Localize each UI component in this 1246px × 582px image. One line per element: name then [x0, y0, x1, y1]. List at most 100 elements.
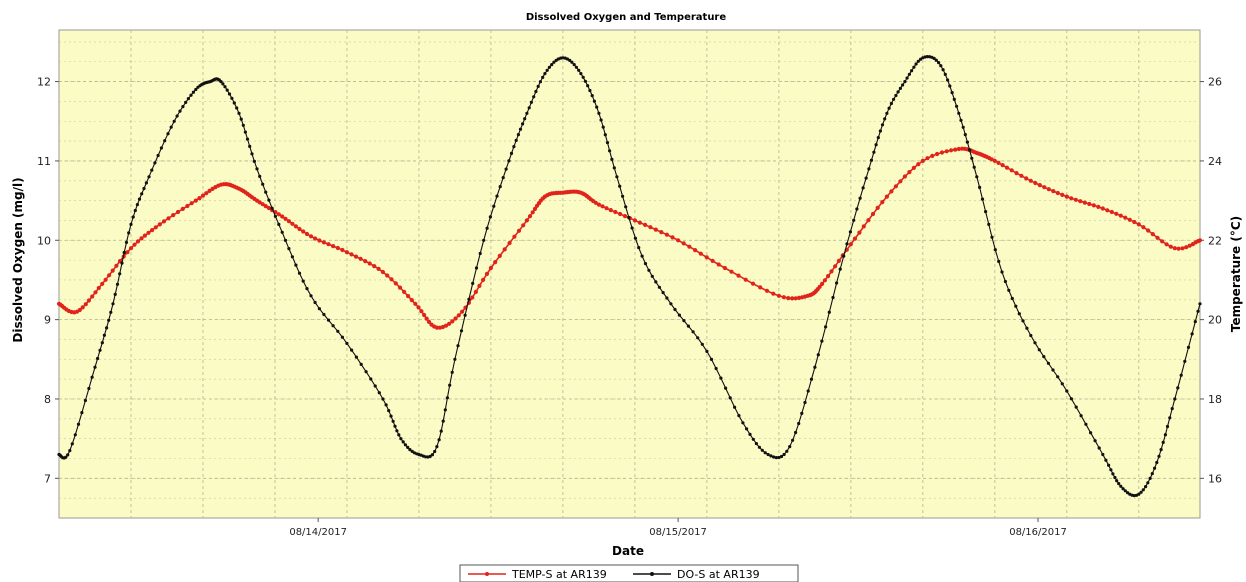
do-point	[516, 133, 521, 137]
temp-point	[443, 323, 449, 328]
temp-point	[1046, 187, 1051, 192]
temp-point	[283, 216, 288, 221]
do-point	[719, 376, 723, 380]
do-point	[301, 279, 305, 283]
do-point	[590, 94, 594, 98]
do-point	[615, 175, 619, 179]
do-point	[700, 342, 704, 346]
do-point	[1179, 373, 1183, 377]
temp-point	[1136, 222, 1141, 227]
do-point	[1007, 288, 1011, 292]
do-point	[122, 250, 126, 255]
do-point	[345, 341, 349, 345]
do-point	[1003, 279, 1008, 284]
do-point	[186, 97, 190, 101]
do-point	[294, 263, 298, 267]
do-point	[809, 377, 814, 381]
temp-point	[114, 263, 119, 268]
temp-point	[304, 231, 310, 237]
do-point	[630, 226, 634, 230]
temp-point	[1118, 213, 1123, 218]
do-point	[737, 414, 741, 418]
temp-point	[898, 179, 903, 184]
do-point	[1123, 489, 1127, 493]
temp-point	[426, 319, 432, 324]
do-point	[618, 184, 622, 188]
temp-point	[1146, 228, 1151, 233]
do-point	[955, 104, 959, 108]
do-point	[70, 442, 74, 446]
temp-point	[406, 294, 411, 299]
do-point	[647, 268, 651, 272]
do-point	[178, 109, 182, 113]
temp-point	[653, 227, 658, 232]
temp-point	[308, 234, 314, 239]
do-point	[227, 92, 232, 96]
do-point	[583, 79, 588, 83]
do-point	[184, 100, 188, 104]
temp-point	[820, 281, 825, 286]
do-point	[943, 72, 947, 76]
do-point	[350, 348, 354, 352]
do-point	[76, 422, 81, 426]
temp-point	[1127, 217, 1132, 222]
do-point	[769, 454, 773, 458]
temp-point	[512, 234, 517, 239]
do-point	[445, 396, 449, 400]
temp-point	[786, 296, 791, 301]
temp-point	[90, 294, 95, 299]
do-point	[1111, 472, 1115, 476]
do-point	[987, 222, 991, 226]
do-point	[910, 69, 914, 73]
temp-point	[447, 321, 452, 326]
temp-point	[648, 225, 653, 230]
temp-point	[935, 151, 940, 157]
temp-point	[781, 295, 786, 300]
do-point	[627, 215, 631, 220]
do-point	[181, 105, 185, 109]
temp-point	[1168, 244, 1173, 249]
do-point	[894, 93, 898, 98]
temp-point	[397, 285, 403, 290]
do-point	[1170, 407, 1174, 411]
temp-point	[470, 295, 475, 300]
do-point	[800, 411, 804, 415]
temp-point	[77, 307, 82, 313]
temp-point	[473, 289, 478, 294]
temp-point	[1141, 225, 1146, 230]
temp-point	[1105, 208, 1110, 213]
temp-point	[1132, 219, 1137, 225]
do-point	[757, 445, 762, 449]
do-point	[1017, 312, 1021, 316]
chart-title: Dissolved Oxygen and Temperature	[526, 12, 727, 23]
do-point	[273, 214, 277, 218]
do-point	[705, 349, 709, 353]
do-point	[937, 61, 941, 65]
left-tick-label: 8	[44, 393, 51, 406]
do-point	[277, 222, 281, 226]
temp-point	[1180, 246, 1185, 251]
temp-point	[861, 224, 866, 229]
do-point	[864, 176, 868, 180]
do-point	[373, 384, 377, 388]
temp-point	[893, 184, 899, 189]
do-point	[156, 153, 160, 158]
do-point	[972, 165, 976, 169]
do-point	[93, 365, 97, 369]
do-point	[317, 307, 321, 311]
do-point	[96, 356, 100, 361]
do-point	[137, 197, 142, 201]
do-point	[640, 254, 644, 258]
do-point	[1046, 361, 1050, 365]
do-point	[430, 453, 434, 457]
temp-point	[743, 277, 748, 282]
temp-point	[996, 160, 1001, 165]
x-tick-label: 08/14/2017	[289, 527, 347, 538]
y-axis-label-right: Temperature (°C)	[1229, 216, 1243, 332]
temp-point	[516, 228, 522, 233]
do-point	[806, 389, 810, 393]
do-point	[824, 325, 828, 329]
left-tick-label: 12	[37, 76, 51, 89]
temp-point	[944, 149, 949, 154]
temp-point	[493, 260, 498, 265]
